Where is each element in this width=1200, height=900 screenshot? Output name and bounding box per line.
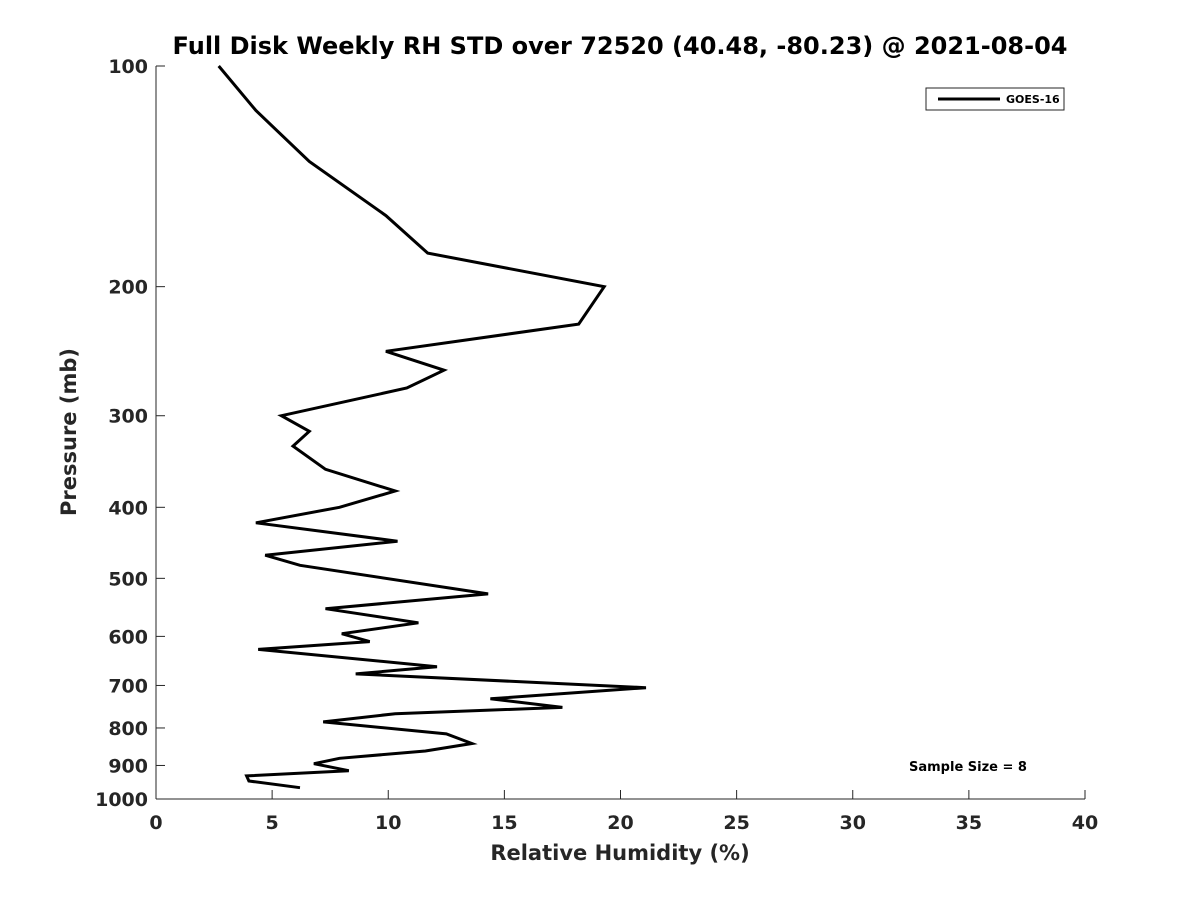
y-tick-label-900: 900 <box>108 755 148 777</box>
series-layer <box>217 65 647 790</box>
chart-title: Full Disk Weekly RH STD over 72520 (40.4… <box>173 32 1068 60</box>
legend-label-goes-16: GOES-16 <box>1006 93 1060 106</box>
sample-size-annotation: Sample Size = 8 <box>909 760 1027 775</box>
x-tick-label-30: 30 <box>840 812 866 834</box>
y-tick-label-400: 400 <box>108 497 148 519</box>
series-line-goes-16 <box>217 65 647 790</box>
y-tick-label-700: 700 <box>108 675 148 697</box>
x-tick-label-0: 0 <box>149 812 162 834</box>
y-tick-label-500: 500 <box>108 568 148 590</box>
x-ticks: 0 5 10 15 20 25 30 35 40 <box>149 790 1098 834</box>
y-tick-label-800: 800 <box>108 718 148 740</box>
y-tick-label-300: 300 <box>108 406 148 428</box>
y-axis-label: Pressure (mb) <box>57 348 81 516</box>
x-tick-label-20: 20 <box>607 812 633 834</box>
y-tick-label-1000: 1000 <box>95 789 148 811</box>
x-tick-label-15: 15 <box>491 812 517 834</box>
x-tick-label-35: 35 <box>956 812 982 834</box>
y-tick-label-600: 600 <box>108 626 148 648</box>
y-tick-label-100: 100 <box>108 56 148 78</box>
y-ticks: 100 200 300 400 500 600 700 800 900 1000 <box>95 56 165 811</box>
x-tick-label-5: 5 <box>266 812 279 834</box>
x-axis-label: Relative Humidity (%) <box>490 841 749 865</box>
x-tick-label-25: 25 <box>723 812 749 834</box>
x-tick-label-40: 40 <box>1072 812 1098 834</box>
y-tick-label-200: 200 <box>108 277 148 299</box>
legend: GOES-16 <box>925 87 1065 111</box>
x-tick-label-10: 10 <box>375 812 401 834</box>
